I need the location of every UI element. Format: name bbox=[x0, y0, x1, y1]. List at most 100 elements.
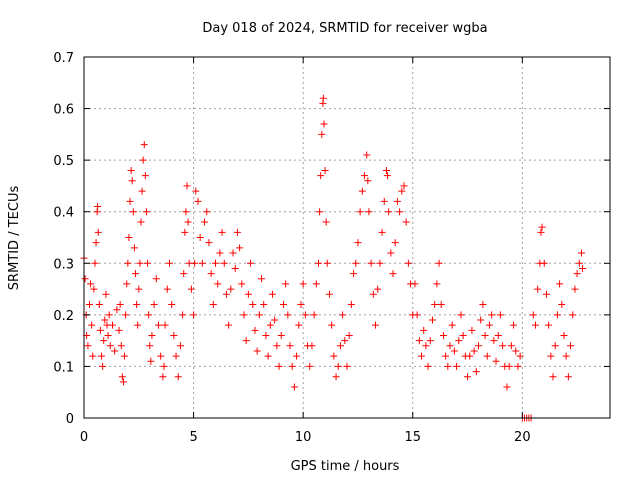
data-point bbox=[258, 275, 266, 283]
grid-lines bbox=[84, 57, 610, 418]
data-point bbox=[404, 259, 412, 267]
data-point bbox=[490, 337, 498, 345]
data-point bbox=[108, 321, 116, 329]
data-point bbox=[431, 301, 439, 309]
data-point bbox=[180, 270, 188, 278]
data-point bbox=[459, 331, 467, 339]
data-point bbox=[99, 362, 107, 370]
y-tick-label: 0.7 bbox=[53, 51, 74, 66]
data-point bbox=[271, 316, 279, 324]
data-point bbox=[95, 301, 103, 309]
data-point bbox=[553, 311, 561, 319]
data-point bbox=[411, 280, 419, 288]
y-tick-label: 0.3 bbox=[53, 257, 74, 272]
data-point bbox=[529, 311, 537, 319]
data-point bbox=[139, 156, 147, 164]
data-point bbox=[391, 239, 399, 247]
data-point bbox=[428, 316, 436, 324]
data-point bbox=[293, 352, 301, 360]
data-point bbox=[170, 331, 178, 339]
x-tick-label: 15 bbox=[404, 430, 421, 445]
data-point bbox=[301, 311, 309, 319]
data-point bbox=[209, 301, 217, 309]
data-point bbox=[137, 218, 145, 226]
data-point bbox=[147, 357, 155, 365]
data-point bbox=[266, 321, 274, 329]
data-point bbox=[317, 172, 325, 180]
data-point bbox=[363, 151, 371, 159]
data-point bbox=[496, 311, 504, 319]
data-point bbox=[369, 290, 377, 298]
data-point bbox=[111, 347, 119, 355]
x-tick-label: 10 bbox=[295, 430, 312, 445]
data-point bbox=[84, 342, 92, 350]
data-point bbox=[437, 301, 445, 309]
data-point bbox=[446, 342, 454, 350]
data-point bbox=[347, 301, 355, 309]
data-point bbox=[205, 239, 213, 247]
data-point bbox=[183, 182, 191, 190]
data-point bbox=[477, 316, 485, 324]
data-point bbox=[225, 321, 233, 329]
data-point bbox=[374, 285, 382, 293]
data-point bbox=[299, 280, 307, 288]
data-point bbox=[203, 208, 211, 216]
data-point bbox=[547, 352, 555, 360]
data-point bbox=[400, 182, 408, 190]
data-point bbox=[556, 280, 564, 288]
data-point bbox=[117, 342, 125, 350]
data-point bbox=[247, 259, 255, 267]
data-point bbox=[393, 197, 401, 205]
data-point bbox=[262, 331, 270, 339]
y-tick-label: 0.5 bbox=[53, 154, 74, 169]
data-point bbox=[136, 259, 144, 267]
data-point bbox=[290, 383, 298, 391]
data-point bbox=[201, 218, 209, 226]
data-point bbox=[94, 228, 102, 236]
data-point bbox=[163, 285, 171, 293]
y-tick-label: 0 bbox=[66, 412, 74, 427]
data-point bbox=[94, 203, 102, 211]
data-point bbox=[538, 223, 546, 231]
data-point bbox=[415, 337, 423, 345]
data-point bbox=[118, 373, 126, 381]
data-point bbox=[343, 362, 351, 370]
data-point bbox=[488, 311, 496, 319]
data-point bbox=[159, 373, 167, 381]
data-point bbox=[145, 311, 153, 319]
data-point bbox=[571, 285, 579, 293]
x-tick-label: 20 bbox=[514, 430, 531, 445]
data-point bbox=[181, 228, 189, 236]
data-point bbox=[361, 172, 369, 180]
data-point bbox=[418, 352, 426, 360]
data-point bbox=[354, 239, 362, 247]
data-point bbox=[144, 259, 152, 267]
data-point bbox=[569, 311, 577, 319]
data-point bbox=[339, 311, 347, 319]
data-point bbox=[90, 285, 98, 293]
data-point bbox=[96, 326, 104, 334]
data-point bbox=[124, 259, 132, 267]
data-point bbox=[92, 239, 100, 247]
data-point bbox=[537, 228, 545, 236]
data-point bbox=[545, 321, 553, 329]
data-point bbox=[168, 301, 176, 309]
data-point bbox=[157, 352, 165, 360]
data-point bbox=[218, 228, 226, 236]
data-point bbox=[567, 342, 575, 350]
data-point bbox=[534, 285, 542, 293]
data-point bbox=[155, 321, 163, 329]
data-point bbox=[141, 172, 149, 180]
data-point bbox=[286, 342, 294, 350]
data-point bbox=[308, 342, 316, 350]
data-point bbox=[212, 259, 219, 267]
data-point bbox=[88, 321, 96, 329]
data-point bbox=[105, 311, 113, 319]
data-point bbox=[121, 352, 129, 360]
data-point bbox=[389, 270, 397, 278]
data-point bbox=[255, 311, 263, 319]
data-point bbox=[98, 352, 106, 360]
data-point bbox=[87, 280, 95, 288]
data-point bbox=[466, 352, 474, 360]
data-point bbox=[396, 208, 404, 216]
